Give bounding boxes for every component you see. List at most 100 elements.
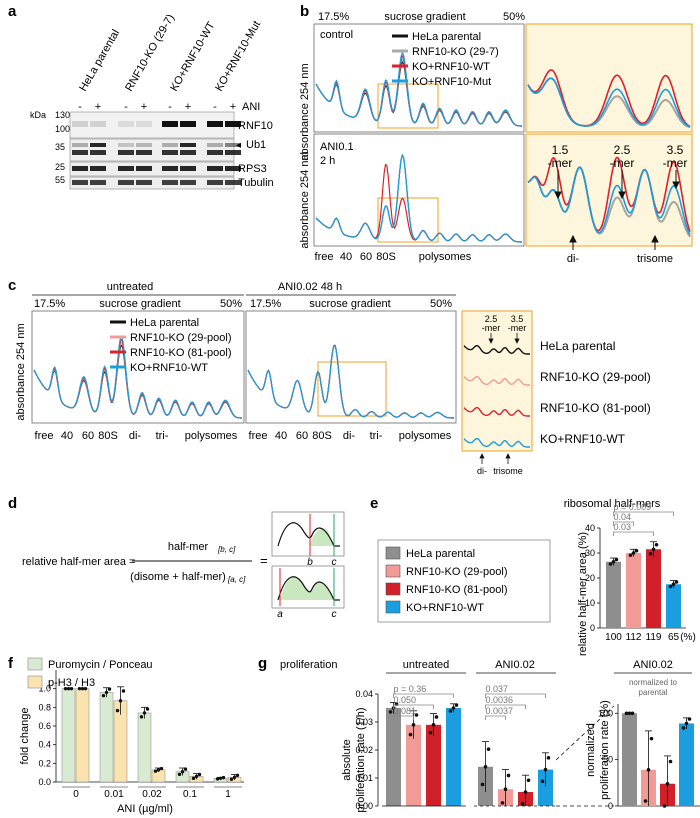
- b-legend-label-2: RNF10-KO (29-7): [412, 46, 499, 58]
- mer-25: 2.5: [614, 143, 631, 157]
- blot-rnf10: [69, 111, 235, 139]
- c2-x-80s: 80S: [312, 430, 332, 442]
- g-connector-top: [555, 705, 615, 761]
- f-xtick-label-2: 0.01: [104, 789, 124, 800]
- g2-point-1-3: [630, 711, 635, 716]
- e-legend-label-4: KO+RNF10-WT: [406, 602, 484, 614]
- band-rnf10-lane-5: [162, 121, 178, 127]
- g-bar-2-4: [538, 769, 553, 806]
- f-point-5-2-3: [235, 773, 240, 778]
- lane-label-3: KO+RNF10-WT: [168, 20, 217, 94]
- c-stack-trace-1: [463, 344, 530, 355]
- band-ub1: Ub1: [246, 139, 266, 151]
- c-x-polysomes: polysomes: [185, 430, 238, 442]
- g2-point-2-1: [643, 799, 648, 803]
- marker-35: 35: [55, 142, 65, 152]
- c-legend-label-1: HeLa parental: [130, 317, 199, 329]
- panel-g: g proliferation untreated ANI0.02 ANI0.0…: [258, 655, 700, 813]
- c-x-40: 40: [61, 430, 73, 442]
- g2-bar-1: [622, 713, 637, 806]
- e-ytick-label-0: 0: [590, 623, 595, 633]
- e-bracket-3: [613, 531, 654, 536]
- g-point-2-4-3: [546, 756, 551, 760]
- e-pvalue-2: 0.04: [614, 512, 632, 522]
- mer-35-suffix: -mer: [663, 156, 688, 170]
- lane-label-2: RNF10-KO (29-7): [123, 12, 177, 93]
- e-legend-swatch-2: [385, 564, 401, 578]
- b-zoom-bottom-trace-4: [527, 166, 691, 236]
- b-legend-label-1: HeLa parental: [412, 31, 481, 43]
- g-pvalue-a-3: 0.0037: [486, 706, 514, 716]
- e-ytick-label-20: 20: [585, 573, 595, 583]
- band-ub-lane-2: [90, 143, 106, 147]
- b-legend-label-4: KO+RNF10-Mut: [412, 76, 491, 88]
- f-point-3-1-1: [139, 715, 144, 719]
- b-x-60: 60: [360, 251, 372, 263]
- g2-point-4-3: [687, 717, 692, 721]
- g-ylabel-abs-2: proliferation rate (1/h): [355, 707, 367, 812]
- g2-bar-4: [679, 723, 694, 806]
- e-legend-label-2: RNF10-KO (29-pool): [406, 566, 507, 578]
- g2-point-3-2: [665, 781, 670, 786]
- d-box-bottom: [271, 565, 345, 609]
- g-point-2-1-1: [480, 782, 485, 787]
- g-point-1-2-3: [414, 713, 419, 717]
- e-bracket-1: [613, 511, 674, 516]
- band-ub2-lane-5: [162, 150, 178, 155]
- f-point-1-2-1: [77, 686, 82, 691]
- g-bracket-u-2: [393, 704, 434, 709]
- band-ub2-lane-4: [136, 150, 152, 155]
- g-point-1-1-1: [388, 710, 393, 714]
- band-rnf10-lane-1: [72, 121, 88, 127]
- f-point-3-2-1: [153, 769, 158, 773]
- e-point-3-2: [651, 547, 656, 552]
- marker-55: 55: [55, 175, 65, 185]
- c-grad-left-2: 17.5%: [250, 298, 281, 310]
- b-x-40: 40: [340, 251, 352, 263]
- f-point-3-2-2: [156, 768, 161, 772]
- ani-sign-5: -: [168, 101, 172, 113]
- f-xtick-label-5: 1: [225, 789, 231, 800]
- e-rel-label-3: 119: [646, 632, 662, 643]
- mer-25-suffix: -mer: [610, 156, 635, 170]
- c-legend-label-2: RNF10-KO (29-pool): [130, 332, 231, 344]
- g-bracket-u-1: [393, 693, 454, 698]
- g2-point-2-2: [646, 768, 651, 772]
- e-point-4-2: [671, 582, 676, 587]
- c-ani: ANI0.02 48 h: [278, 281, 342, 293]
- g2-point-2-3: [649, 736, 654, 741]
- band-ub-lane-8: [225, 143, 241, 147]
- band-ub-lane-4: [136, 143, 152, 147]
- band-tubulin-lane-1: [72, 180, 88, 185]
- b-grad-mid: sucrose gradient: [384, 11, 465, 23]
- g-bracket-u-3: [393, 715, 414, 720]
- band-rnf10-lane-2: [90, 121, 106, 127]
- band-tubulin-lane-6: [180, 180, 196, 185]
- g-point-2-3-1: [520, 801, 525, 806]
- f-point-4-1-3: [183, 767, 188, 771]
- e-bar-2: [626, 553, 641, 628]
- f-point-1-1-3: [69, 686, 74, 691]
- f-bar-2-1: [99, 692, 114, 783]
- g-ytick-label-0.02: 0.02: [355, 745, 373, 755]
- g-untreated: untreated: [403, 659, 449, 671]
- ani-sign-3: -: [124, 101, 128, 113]
- g-point-2-1-3: [486, 747, 491, 751]
- g-title: proliferation: [280, 659, 337, 671]
- g2-point-3-3: [668, 759, 673, 764]
- f-legend-label-2: p-H3 / H3: [48, 677, 95, 689]
- g-bar-1-1: [386, 708, 401, 806]
- f-legend-label-1: Puromycin / Ponceau: [48, 659, 153, 671]
- f-point-5-2-1: [229, 777, 234, 781]
- e-point-2-1: [628, 553, 633, 558]
- b-grad-left: 17.5%: [318, 11, 349, 23]
- e-point-3-1: [648, 551, 653, 556]
- band-ub2-lane-1: [72, 150, 88, 155]
- f-bar-1-1: [61, 688, 76, 783]
- b-zoom-trisome: trisome: [637, 253, 673, 265]
- marker-100: 100: [55, 124, 70, 134]
- c-x-80s: 80S: [98, 430, 118, 442]
- f-point-5-2-2: [232, 775, 237, 780]
- b-legend-label-3: KO+RNF10-WT: [412, 61, 490, 73]
- g2-ytick-label-50: 50: [603, 755, 613, 765]
